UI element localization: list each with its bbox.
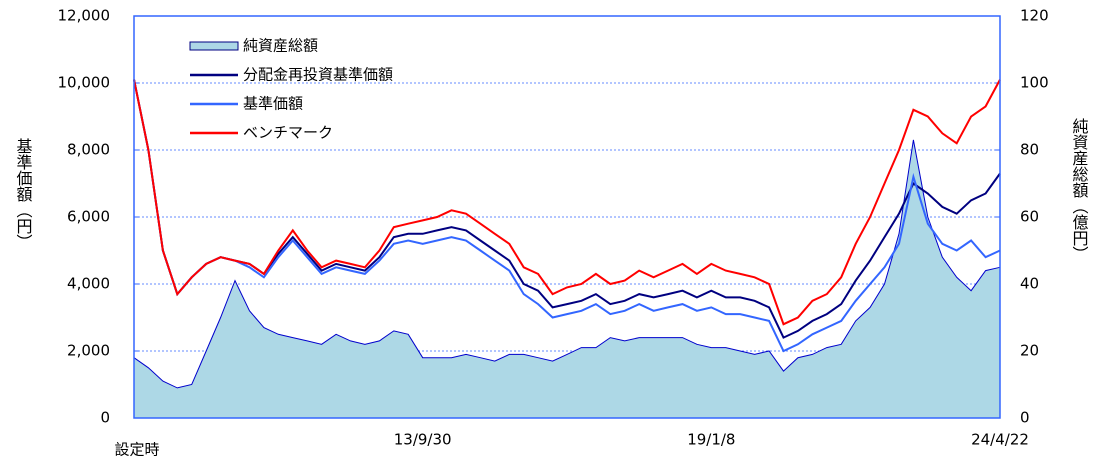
y2-tick-label: 20: [1020, 342, 1039, 360]
y-tick-label: 0: [100, 409, 110, 427]
y2-tick-label: 60: [1020, 208, 1039, 226]
area: [134, 139, 1000, 418]
line: [133, 79, 1001, 353]
area-line: [133, 139, 1001, 389]
y-tick-label: 6,000: [67, 208, 110, 226]
legend-label: 純資産総額: [243, 37, 318, 55]
y2-tick-label: 120: [1020, 7, 1049, 25]
y-axis-title: 基準価額（円）: [14, 138, 33, 250]
y-tick-label: 10,000: [58, 74, 111, 92]
x-tick-label: 24/4/22: [971, 431, 1029, 449]
y2-tick-label: 80: [1020, 141, 1039, 159]
plot-frame: [133, 15, 1001, 419]
y-tick-label: 12,000: [58, 7, 111, 25]
legend-label: 分配金再投資基準価額: [243, 66, 393, 84]
legend-label: 基準価額: [243, 95, 303, 113]
y-tick-label: 2,000: [67, 342, 110, 360]
x-tick-label: 19/1/8: [687, 431, 735, 449]
x-tick-label: 13/9/30: [394, 431, 452, 449]
y2-tick-label: 100: [1020, 74, 1049, 92]
line: [133, 79, 1001, 339]
y-tick-label: 4,000: [67, 275, 110, 293]
x-tick-label: 設定時: [114, 441, 159, 459]
y2-axis-title: 純資産総額（億円）: [1070, 118, 1089, 262]
legend-swatch: [189, 41, 239, 51]
legend-label: ベンチマーク: [243, 124, 333, 142]
y2-tick-label: 0: [1020, 409, 1030, 427]
y-tick-label: 8,000: [67, 141, 110, 159]
y2-tick-label: 40: [1020, 275, 1039, 293]
line: [133, 79, 1001, 326]
